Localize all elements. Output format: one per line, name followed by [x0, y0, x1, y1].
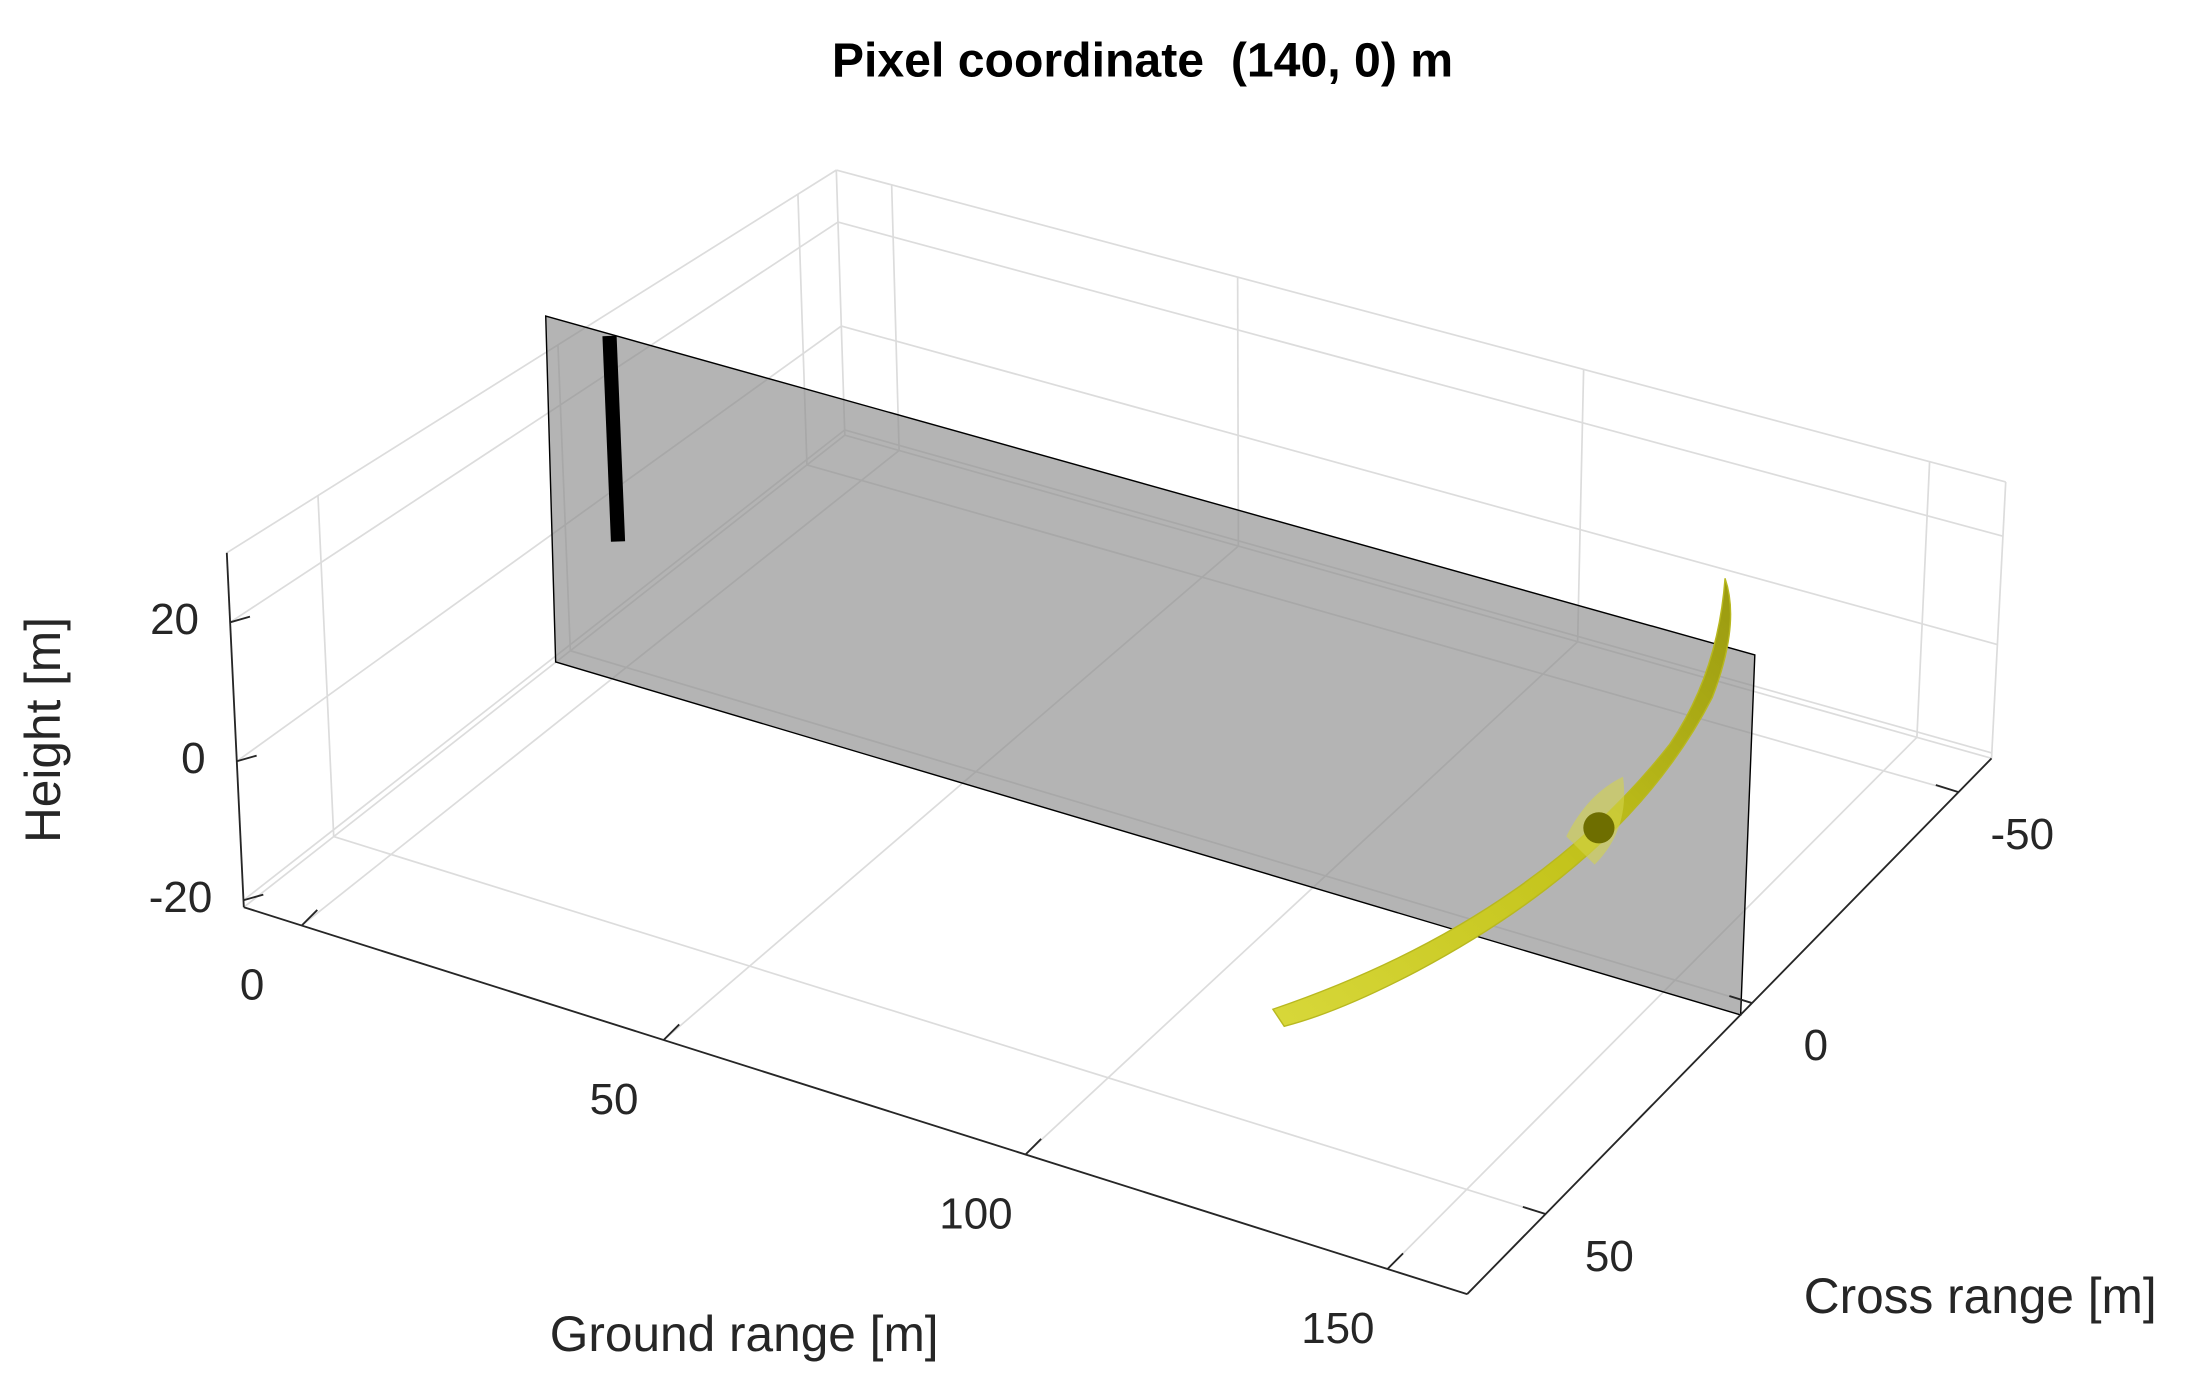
grid-line: [1236, 277, 1240, 547]
x-tick: [301, 909, 318, 927]
axes: 0 50 100 150 -50 0 50 -20 0 20: [149, 552, 2055, 1353]
grid-line: [1916, 461, 1931, 738]
y-tick-label: 0: [1804, 1021, 1828, 1070]
x-tick: [662, 1023, 680, 1041]
target-line: [602, 335, 626, 542]
y-tick: [1729, 995, 1753, 1004]
z-tick: [236, 754, 257, 763]
y-axis-label: Cross range [m]: [1804, 1268, 2157, 1324]
isosurface: [1271, 578, 1732, 1028]
z-tick-label: 0: [181, 734, 205, 783]
grid-line: [333, 835, 1546, 1215]
x-axis-label: Ground range [m]: [550, 1306, 939, 1362]
box-edge: [1990, 481, 2007, 759]
grid-line: [890, 184, 900, 451]
z-axis-label: Height [m]: [15, 617, 71, 843]
grid-line: [1386, 736, 1918, 1270]
box-edge: [226, 169, 837, 554]
x-tick: [1386, 1252, 1404, 1270]
x-tick-label: 100: [939, 1189, 1012, 1238]
z-tick-label: 20: [150, 595, 199, 644]
z-tick: [243, 893, 264, 902]
y-axis-line: [1466, 757, 1993, 1295]
box-edge: [835, 170, 846, 436]
x-tick-label: 50: [590, 1075, 639, 1124]
y-tick-label: -50: [1991, 810, 2055, 859]
y-tick: [1522, 1206, 1546, 1215]
z-tick: [229, 615, 251, 624]
grid-line: [317, 495, 335, 837]
x-axis-line: [243, 906, 1468, 1296]
y-tick-label: 50: [1585, 1232, 1634, 1281]
grid-line: [841, 325, 1998, 646]
grid-line: [229, 221, 839, 624]
z-axis-line: [225, 552, 245, 908]
x-tick-label: 150: [1301, 1304, 1374, 1353]
grid-line: [837, 221, 2004, 537]
z-tick-label: -20: [149, 873, 213, 922]
x-tick-label: 0: [240, 960, 264, 1009]
chart-title: Pixel coordinate (140, 0) m: [832, 34, 1453, 88]
x-tick: [1024, 1138, 1042, 1156]
grid-line: [1576, 369, 1585, 642]
pixel-point: [1583, 812, 1615, 844]
box-edge: [836, 169, 2006, 483]
y-tick: [1935, 784, 1959, 793]
